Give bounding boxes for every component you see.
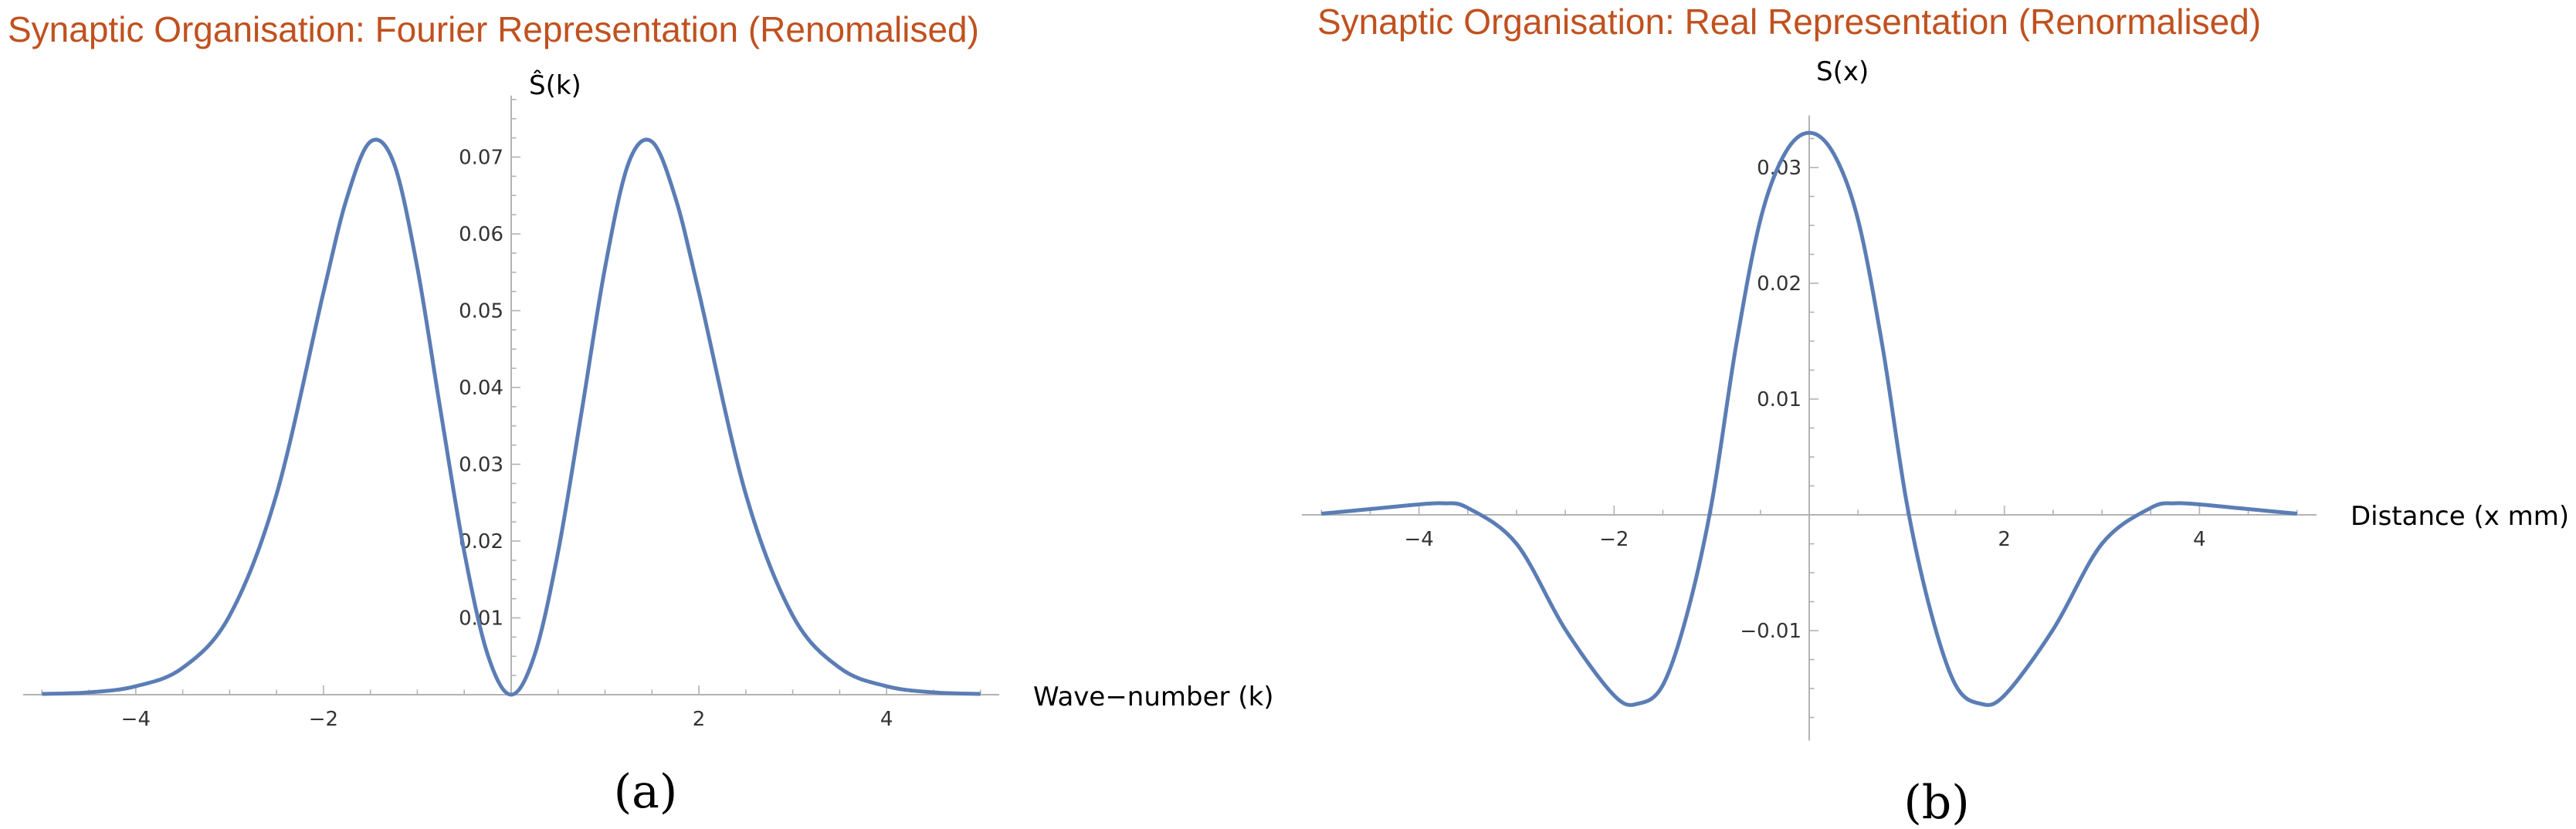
x-tick-label: −2 [1599,528,1629,551]
y-tick-label: 0.02 [1757,272,1802,296]
x-tick-label: −2 [309,708,338,731]
y-tick-label: 0.04 [459,377,503,400]
y-tick-label: −0.01 [1740,620,1802,643]
series-line [42,137,981,697]
y-tick-label: 0.06 [459,223,503,246]
series-line [1321,130,2297,707]
y-tick-label: 0.07 [459,147,503,170]
x-tick-label: 2 [693,708,706,731]
chart-title: Synaptic Organisation: Real Representati… [1317,2,2261,42]
y-tick-label: 0.05 [459,300,503,323]
y-tick-label: 0.01 [1757,388,1802,411]
x-tick-label: 4 [880,708,893,731]
x-tick-label: 4 [2193,528,2206,551]
y-axis-label: S(x) [1816,56,1869,87]
x-tick-label: 2 [1998,528,2011,551]
x-axis-label: Wave−number (k) [1033,682,1274,712]
chart-title: Synaptic Organisation: Fourier Represent… [8,9,979,49]
x-axis-label: Distance (x mm) [2351,501,2569,532]
y-axis-label: Ŝ(k) [529,69,581,101]
y-tick-label: 0.03 [459,454,503,477]
y-tick-label: 0.02 [459,530,503,553]
panel-caption: (b) [1903,776,1969,829]
x-tick-label: −4 [1404,528,1433,551]
x-tick-label: −4 [121,708,151,731]
chart-panel-a: −4 −2 2 40.010.020.030.040.050.060.07Synapt… [8,9,1274,819]
panel-caption: (a) [614,765,678,819]
